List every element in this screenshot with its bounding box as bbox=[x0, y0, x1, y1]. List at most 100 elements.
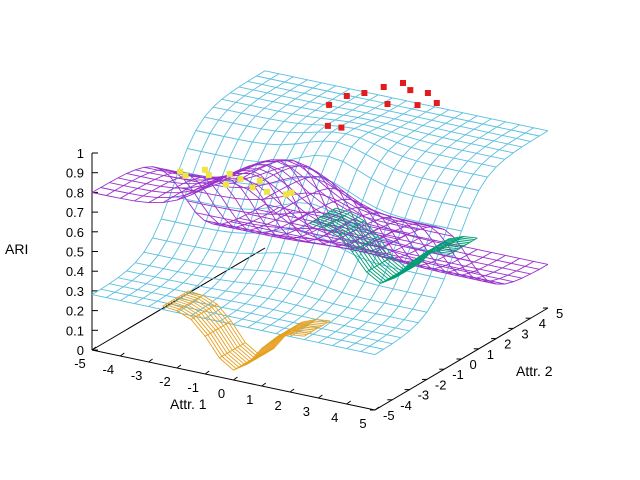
mesh-line bbox=[380, 267, 407, 284]
mesh-line bbox=[318, 118, 492, 343]
mesh-line bbox=[91, 166, 266, 225]
y-tick-label: 3 bbox=[521, 326, 528, 341]
mesh-line bbox=[261, 106, 436, 331]
y-tick-label: 4 bbox=[539, 316, 546, 331]
scatter-point bbox=[283, 191, 289, 198]
y-tick-label: 0 bbox=[470, 357, 477, 372]
scatter-point bbox=[249, 184, 256, 191]
y-tick-label: -1 bbox=[452, 367, 464, 382]
scatter-point bbox=[288, 189, 295, 196]
x-tick-mark bbox=[233, 376, 238, 381]
y-tick-label: -4 bbox=[400, 398, 412, 413]
mesh-line bbox=[332, 121, 506, 346]
x-tick-label: 2 bbox=[274, 398, 281, 413]
mesh-line bbox=[436, 236, 464, 253]
mesh-line bbox=[162, 290, 189, 307]
x-tick-mark bbox=[346, 400, 352, 405]
mesh-line bbox=[233, 354, 260, 371]
z-tick-label: 0.3 bbox=[66, 284, 84, 299]
mesh-line bbox=[134, 174, 308, 234]
mesh-line bbox=[337, 220, 365, 237]
x-tick-label: -1 bbox=[187, 380, 199, 395]
scatter-point bbox=[424, 90, 431, 96]
mesh-line bbox=[261, 175, 436, 259]
scatter-point bbox=[414, 102, 421, 109]
mesh-line bbox=[374, 130, 549, 355]
y-tick-label: -5 bbox=[383, 408, 395, 423]
scatter-points bbox=[177, 80, 440, 198]
mesh-line bbox=[394, 262, 421, 279]
y-tick-label: -2 bbox=[435, 377, 447, 392]
mesh-line bbox=[105, 169, 280, 228]
x-tick-label: -3 bbox=[131, 368, 143, 383]
mesh-line bbox=[422, 238, 450, 255]
scatter-point bbox=[324, 122, 331, 129]
mesh-line bbox=[162, 85, 337, 310]
scatter-point bbox=[407, 87, 414, 94]
scatter-point bbox=[182, 172, 189, 179]
mesh-line bbox=[219, 342, 246, 359]
tick-labels: 0 0.1 0.2 0.3 0.4 0.5 0.6 0.7 0.8 0.9 1 -5 -4 -3 -2 -1 0… bbox=[66, 146, 563, 431]
x-axis-label: Attr. 1 bbox=[170, 396, 207, 412]
scatter-point bbox=[326, 101, 333, 108]
scatter-point bbox=[237, 175, 244, 182]
x-tick-mark bbox=[120, 352, 125, 357]
scatter-point bbox=[264, 188, 270, 195]
mesh-line bbox=[204, 94, 379, 319]
mesh-line bbox=[346, 220, 520, 279]
z-tick-label: 0.7 bbox=[66, 205, 84, 220]
x-tick-label: 3 bbox=[303, 404, 310, 419]
x-tick-label: 0 bbox=[218, 386, 225, 401]
mesh-line bbox=[120, 76, 294, 301]
y-tick-label: -3 bbox=[418, 388, 430, 403]
mesh-line bbox=[247, 348, 274, 365]
mesh-line bbox=[408, 248, 436, 265]
mesh-line bbox=[247, 165, 421, 256]
scatter-point bbox=[177, 168, 184, 175]
scatter-point bbox=[361, 90, 368, 96]
mesh-line bbox=[304, 320, 331, 337]
scatter-point bbox=[400, 80, 406, 86]
y-tick-label: 2 bbox=[504, 337, 511, 352]
scatter-point bbox=[433, 100, 440, 106]
mesh-line bbox=[289, 112, 464, 337]
mesh-line bbox=[176, 88, 351, 313]
mesh-line bbox=[233, 159, 407, 253]
x-tick-mark bbox=[318, 394, 323, 399]
z-tick-label: 0.2 bbox=[66, 304, 84, 319]
x-tick-mark bbox=[148, 358, 153, 363]
mesh-line bbox=[275, 109, 450, 334]
mesh-line bbox=[346, 124, 520, 349]
x-tick-mark bbox=[91, 346, 97, 351]
scatter-point bbox=[201, 166, 208, 173]
surface-mesh-3 bbox=[309, 207, 478, 284]
surface-meshes bbox=[91, 70, 549, 371]
x-tick-label: 5 bbox=[359, 416, 366, 431]
scatter-point bbox=[338, 124, 345, 131]
mesh-line bbox=[247, 103, 421, 328]
scatter-point bbox=[256, 177, 263, 184]
mesh-line bbox=[352, 236, 379, 253]
x-tick-mark bbox=[289, 388, 295, 393]
x-tick-label: -4 bbox=[103, 362, 115, 377]
y-tick-label: 1 bbox=[487, 347, 494, 362]
z-axis-label: ARI bbox=[5, 241, 28, 257]
mesh-line bbox=[190, 170, 365, 245]
z-tick-label: 0.5 bbox=[66, 245, 84, 260]
mesh-line bbox=[204, 320, 232, 337]
y-tick-label: 5 bbox=[556, 306, 563, 321]
mesh-line bbox=[366, 256, 393, 273]
x-tick-mark bbox=[204, 370, 210, 375]
mesh-line bbox=[176, 295, 204, 312]
mesh-line bbox=[289, 319, 317, 336]
mesh-line bbox=[451, 237, 478, 254]
mesh-line bbox=[105, 73, 280, 298]
scatter-point bbox=[226, 170, 233, 177]
mesh-line bbox=[148, 176, 322, 237]
z-tick-label: 0.1 bbox=[66, 323, 84, 338]
mesh-line bbox=[304, 115, 478, 340]
mesh-line bbox=[261, 332, 288, 349]
z-tick-label: 1 bbox=[77, 146, 84, 161]
mesh-line bbox=[162, 176, 337, 240]
